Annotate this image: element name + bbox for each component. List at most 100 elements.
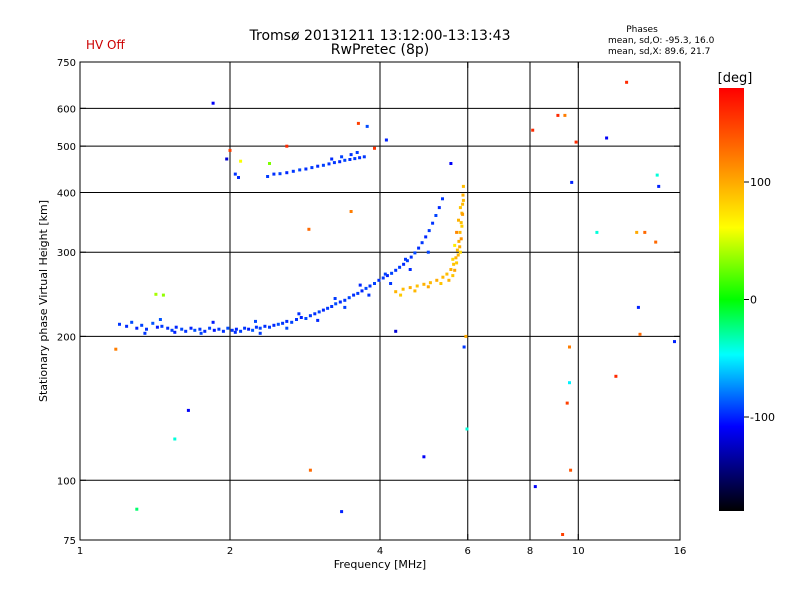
scatter-point-o	[135, 326, 139, 330]
scatter-point-x	[457, 239, 461, 243]
x-tick-label: 4	[377, 546, 383, 557]
scatter-point-o	[426, 250, 430, 254]
x-axis-label: Frequency [MHz]	[334, 558, 426, 571]
scatter-point-o	[327, 162, 331, 166]
scatter-point-o	[358, 283, 362, 287]
y-tick-label: 500	[57, 142, 76, 153]
scatter-point-o	[203, 329, 207, 333]
scatter-point-x	[459, 221, 463, 225]
scatter-point-o	[441, 197, 444, 201]
scatter-point-o	[237, 176, 240, 179]
scatter-point-o	[368, 284, 372, 288]
scatter-point-noise	[135, 507, 139, 511]
scatter-point-o	[348, 158, 352, 161]
y-tick-label: 600	[57, 104, 76, 115]
scatter-point-noise	[285, 144, 289, 148]
scatter-point-x	[445, 272, 449, 276]
scatter-point-o	[145, 327, 148, 331]
scatter-point-x	[452, 262, 456, 266]
scatter-point-x	[461, 212, 465, 216]
scatter-point-o	[316, 318, 320, 322]
scatter-point-o	[362, 155, 366, 159]
scatter-point-o	[140, 323, 144, 327]
scatter-point-o	[230, 328, 234, 332]
scatter-point-o	[304, 317, 308, 320]
scatter-point-o	[347, 296, 351, 300]
scatter-point-x	[457, 218, 460, 222]
scatter-point-x	[455, 248, 459, 252]
scatter-point-o	[166, 326, 170, 330]
grid-lines	[80, 62, 680, 540]
y-tick-label: 400	[57, 188, 76, 199]
scatter-point-noise	[605, 136, 609, 140]
scatter-point-noise	[563, 113, 567, 117]
scatter-point-noise	[614, 374, 618, 378]
scatter-point-o	[340, 155, 344, 159]
scatter-point-x	[428, 281, 432, 285]
scatter-point-noise	[365, 124, 369, 128]
scatter-point-o	[125, 324, 129, 328]
colorbar-tick-label: 100	[750, 176, 771, 189]
scatter-point-o	[278, 172, 282, 176]
scatter-point-o	[184, 329, 188, 333]
scatter-point-o	[332, 161, 336, 165]
x-tick-label: 16	[674, 546, 687, 557]
scatter-point-o	[402, 262, 406, 266]
scatter-point-o	[404, 257, 407, 261]
scatter-point-noise	[228, 148, 232, 152]
scatter-point-o	[198, 327, 202, 331]
scatter-point-o	[334, 302, 338, 306]
scatter-point-o	[276, 322, 280, 326]
scatter-point-noise	[561, 533, 565, 536]
scatter-point-o	[434, 214, 438, 217]
scatter-point-o	[297, 312, 301, 316]
scatter-point-o	[398, 265, 402, 269]
scatter-point-noise	[114, 347, 118, 351]
scatter-point-x	[426, 285, 430, 289]
y-axis-label: Stationary phase Virtual Height [km]	[37, 200, 50, 402]
scatter-point-noise	[307, 227, 311, 231]
scatter-point-o	[321, 308, 325, 312]
scatter-point-o	[254, 325, 258, 329]
scatter-point-o	[226, 326, 230, 330]
scatter-point-x	[461, 202, 465, 206]
scatter-point-noise	[394, 329, 398, 333]
scatter-point-x	[456, 253, 460, 257]
scatter-point-o	[352, 293, 356, 297]
scatter-point-o	[268, 325, 271, 329]
scatter-point-noise	[638, 332, 642, 336]
scatter-point-o	[338, 160, 342, 164]
scatter-point-o	[431, 221, 435, 225]
colorbar-label: [deg]	[718, 71, 753, 86]
scatter-point-x	[435, 278, 439, 282]
scatter-point-o	[160, 324, 164, 328]
scatter-point-o	[291, 169, 295, 173]
scatter-point-noise	[173, 437, 177, 441]
scatter-point-noise	[161, 293, 165, 297]
y-tick-label: 75	[63, 536, 76, 547]
scatter-point-noise	[464, 334, 468, 338]
scatter-point-o	[272, 172, 276, 176]
scatter-point-x	[453, 268, 457, 272]
scatter-point-noise	[556, 113, 560, 117]
scatter-point-o	[343, 298, 347, 302]
scatter-point-o	[299, 316, 303, 319]
scatter-point-o	[424, 235, 428, 239]
scatter-point-noise	[211, 101, 215, 105]
scatter-point-o	[405, 259, 409, 263]
phases-x-stats: mean, sd,X: 89.6, 21.7	[608, 47, 710, 57]
scatter-point-o	[417, 246, 421, 250]
scatter-point-x	[451, 257, 455, 261]
scatter-point-x	[394, 290, 398, 294]
scatter-point-noise	[308, 468, 312, 472]
colorbar	[719, 88, 744, 511]
scatter-point-o	[304, 167, 308, 171]
scatter-point-o	[266, 175, 270, 178]
scatter-point-x	[422, 282, 426, 286]
phases-o-stats: mean, sd,O: -95.3, 16.0	[608, 36, 715, 46]
y-tick-label: 750	[57, 58, 76, 69]
x-tick-label: 1	[77, 546, 83, 557]
scatter-point-noise	[574, 140, 578, 144]
y-tick-label: 100	[57, 476, 76, 487]
scatter-point-noise	[569, 468, 573, 472]
